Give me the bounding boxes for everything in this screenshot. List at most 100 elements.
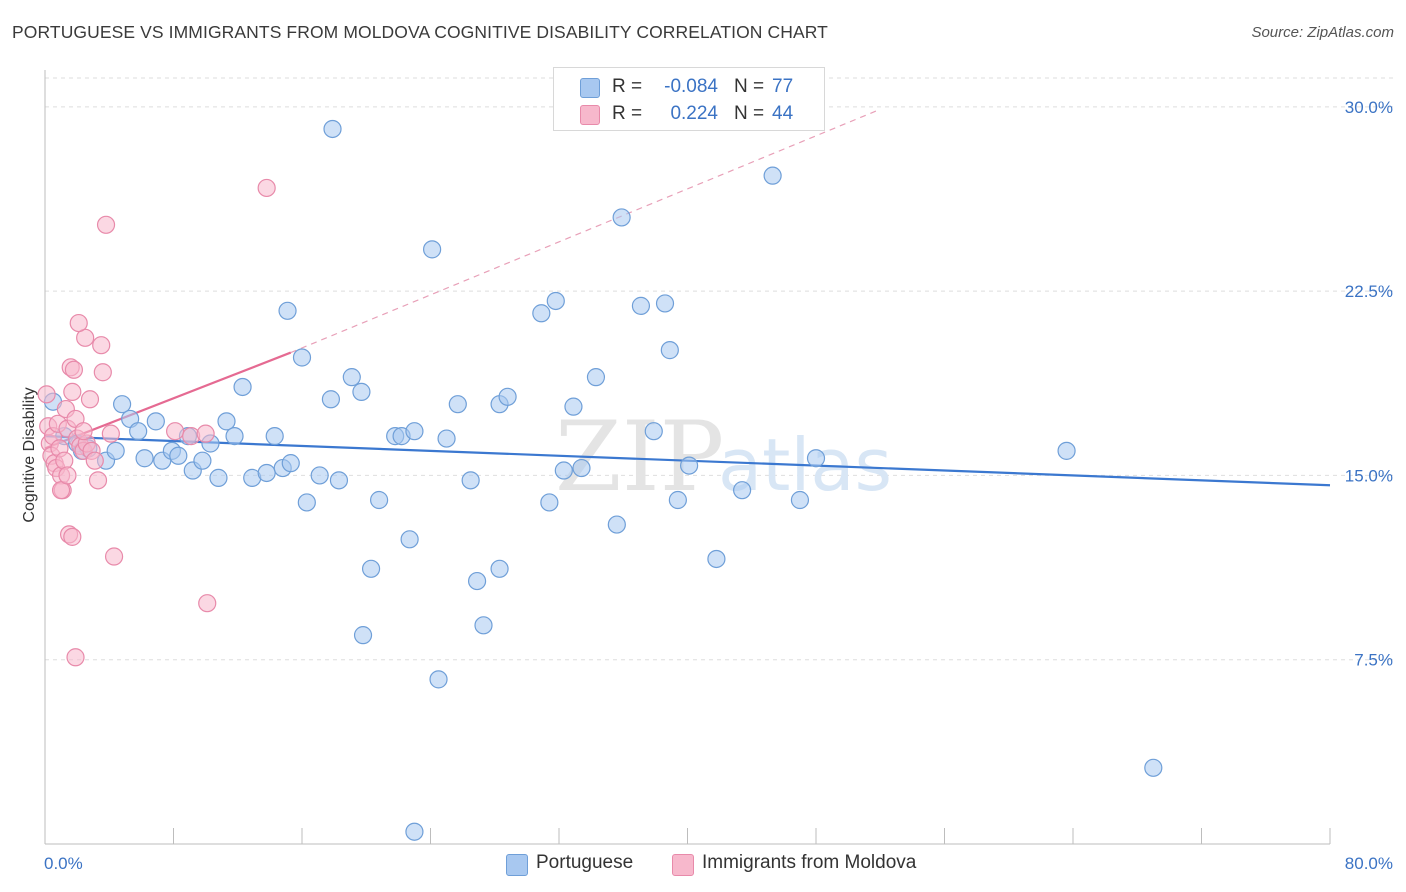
point-portuguese xyxy=(668,490,687,510)
point-portuguese xyxy=(554,461,573,480)
point-portuguese xyxy=(265,427,284,446)
legend-swatch-moldova xyxy=(580,105,600,125)
point-moldova xyxy=(85,451,104,470)
point-portuguese xyxy=(437,429,456,448)
legend-n-label: N = xyxy=(734,76,765,97)
point-portuguese xyxy=(352,382,371,401)
point-portuguese xyxy=(106,441,125,460)
point-portuguese xyxy=(448,395,467,414)
point-portuguese xyxy=(540,493,559,512)
point-portuguese xyxy=(146,412,165,431)
point-portuguese xyxy=(680,456,699,475)
bottom-legend-label: Immigrants from Moldova xyxy=(702,852,917,873)
legend-n-label: N = xyxy=(734,103,765,124)
legend-swatch-portuguese xyxy=(580,78,600,98)
point-portuguese xyxy=(217,412,236,431)
point-portuguese xyxy=(1057,441,1076,460)
legend: R = -0.084 N = 77 R = 0.224 N = 44 xyxy=(553,67,825,131)
point-moldova xyxy=(104,547,124,566)
y-tick-label: 7.5% xyxy=(1354,651,1393,670)
point-portuguese xyxy=(423,240,442,259)
point-moldova xyxy=(58,466,77,485)
point-portuguese xyxy=(209,468,228,487)
point-portuguese xyxy=(297,493,316,512)
chart-title: PORTUGUESE VS IMMIGRANTS FROM MOLDOVA CO… xyxy=(12,22,828,42)
point-portuguese xyxy=(498,387,517,406)
point-portuguese xyxy=(129,422,148,441)
point-moldova xyxy=(74,422,93,441)
point-portuguese xyxy=(790,490,810,510)
point-portuguese xyxy=(564,397,583,416)
bottom-legend: Portuguese Immigrants from Moldova xyxy=(0,852,1406,878)
point-portuguese xyxy=(631,296,651,315)
point-portuguese xyxy=(112,395,132,414)
point-moldova xyxy=(196,424,215,443)
point-moldova xyxy=(37,385,56,404)
point-portuguese xyxy=(474,616,493,635)
point-portuguese xyxy=(607,515,626,534)
point-portuguese xyxy=(733,481,752,500)
point-portuguese xyxy=(806,449,826,468)
point-portuguese xyxy=(707,549,726,569)
bottom-legend-swatch-moldova xyxy=(672,854,694,876)
point-portuguese xyxy=(370,490,389,510)
point-portuguese xyxy=(135,449,154,468)
x-tick-label-max: 80.0% xyxy=(1345,854,1393,873)
legend-row-portuguese: R = -0.084 N = 77 xyxy=(554,74,824,100)
legend-row-moldova: R = 0.224 N = 44 xyxy=(554,101,824,127)
legend-n-value: 44 xyxy=(772,103,794,124)
point-portuguese xyxy=(225,427,244,446)
point-portuguese xyxy=(429,670,448,689)
point-portuguese xyxy=(323,119,342,139)
point-moldova xyxy=(92,336,111,355)
point-moldova xyxy=(257,178,276,198)
point-portuguese xyxy=(644,422,663,441)
point-moldova xyxy=(55,451,74,470)
point-moldova xyxy=(64,360,84,379)
point-portuguese xyxy=(321,390,341,409)
trend-line-moldova-extension xyxy=(290,108,881,354)
point-portuguese xyxy=(361,559,381,578)
point-portuguese xyxy=(532,304,551,323)
y-axis-label: Cognitive Disability xyxy=(21,387,38,522)
point-portuguese xyxy=(655,294,675,313)
legend-r-label: R = xyxy=(612,76,643,97)
point-moldova xyxy=(101,424,120,443)
point-moldova xyxy=(93,363,112,382)
point-portuguese xyxy=(763,166,782,185)
point-moldova xyxy=(166,422,185,441)
y-tick-label: 30.0% xyxy=(1345,98,1393,117)
point-portuguese xyxy=(281,454,300,473)
point-portuguese xyxy=(405,422,424,441)
point-moldova xyxy=(198,594,217,613)
point-portuguese xyxy=(572,458,591,478)
tick-labels: 7.5% 15.0% 22.5% 30.0% 0.0% 80.0% xyxy=(44,98,1393,873)
point-portuguese xyxy=(467,571,487,591)
y-tick-label: 15.0% xyxy=(1345,466,1393,485)
point-moldova xyxy=(63,527,82,546)
point-moldova xyxy=(96,215,116,234)
bottom-legend-swatch-portuguese xyxy=(506,854,528,876)
point-moldova xyxy=(69,313,88,333)
point-portuguese xyxy=(546,291,565,311)
point-portuguese xyxy=(660,341,679,360)
point-portuguese xyxy=(400,530,419,549)
point-portuguese xyxy=(353,626,373,645)
legend-r-label: R = xyxy=(612,103,643,124)
point-portuguese xyxy=(490,559,509,578)
point-moldova xyxy=(88,471,108,490)
legend-r-value: 0.224 xyxy=(670,103,718,124)
point-moldova xyxy=(66,648,85,667)
point-portuguese xyxy=(612,208,631,227)
chart-source: Source: ZipAtlas.com xyxy=(1251,24,1394,41)
x-tick-label-min: 0.0% xyxy=(44,854,83,873)
point-portuguese xyxy=(233,377,252,397)
point-portuguese xyxy=(193,451,212,470)
point-moldova xyxy=(80,390,100,409)
point-portuguese xyxy=(586,368,606,387)
point-portuguese xyxy=(169,446,188,465)
point-portuguese xyxy=(329,471,349,490)
point-portuguese xyxy=(310,466,329,485)
point-portuguese xyxy=(257,463,276,483)
